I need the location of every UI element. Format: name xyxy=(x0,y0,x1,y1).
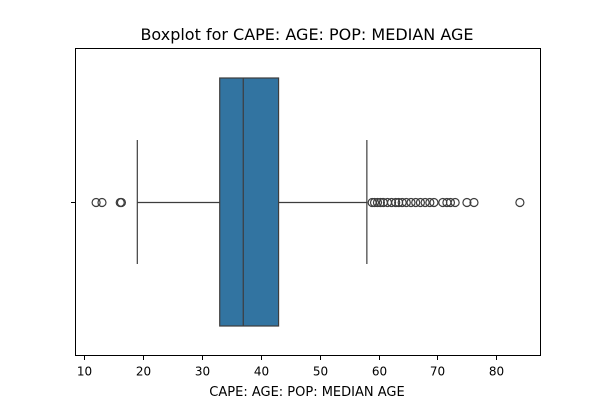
x-tick-label: 60 xyxy=(372,365,387,379)
outlier-point xyxy=(369,197,380,208)
outlier-point xyxy=(372,197,383,208)
x-tick-label: 20 xyxy=(136,365,151,379)
x-tick-label: 10 xyxy=(77,365,92,379)
x-tick-label: 70 xyxy=(430,365,445,379)
outlier-point xyxy=(420,197,430,208)
chart-title: Boxplot for CAPE: AGE: POP: MEDIAN AGE xyxy=(140,25,473,44)
outlier-point xyxy=(425,197,435,208)
outlier-point xyxy=(397,197,407,208)
outlier-point xyxy=(462,197,472,208)
outlier-point xyxy=(411,197,421,208)
outlier-point xyxy=(445,197,456,208)
iqr-box xyxy=(219,77,280,327)
outlier-point xyxy=(429,197,439,208)
outlier-point xyxy=(91,197,101,208)
outlier-point xyxy=(515,197,525,208)
outlier-point xyxy=(406,197,416,208)
x-tick-label: 40 xyxy=(254,365,269,379)
outlier-point xyxy=(375,197,385,208)
outlier-point xyxy=(386,197,397,208)
outlier-point xyxy=(415,197,426,208)
outlier-points xyxy=(91,197,525,208)
outlier-point xyxy=(97,197,107,208)
outlier-point xyxy=(391,197,401,208)
outlier-point xyxy=(450,197,460,208)
x-tick-label: 50 xyxy=(313,365,328,379)
outlier-point xyxy=(401,197,411,208)
x-tick-label: 80 xyxy=(489,365,504,379)
outlier-point xyxy=(469,197,479,208)
box-group xyxy=(136,77,368,327)
x-axis-ticks: 10 20 30 40 50 60 70 80 xyxy=(77,355,504,379)
x-axis-label: CAPE: AGE: POP: MEDIAN AGE xyxy=(209,385,404,400)
outlier-point xyxy=(116,197,127,208)
x-tick-label: 30 xyxy=(195,365,210,379)
